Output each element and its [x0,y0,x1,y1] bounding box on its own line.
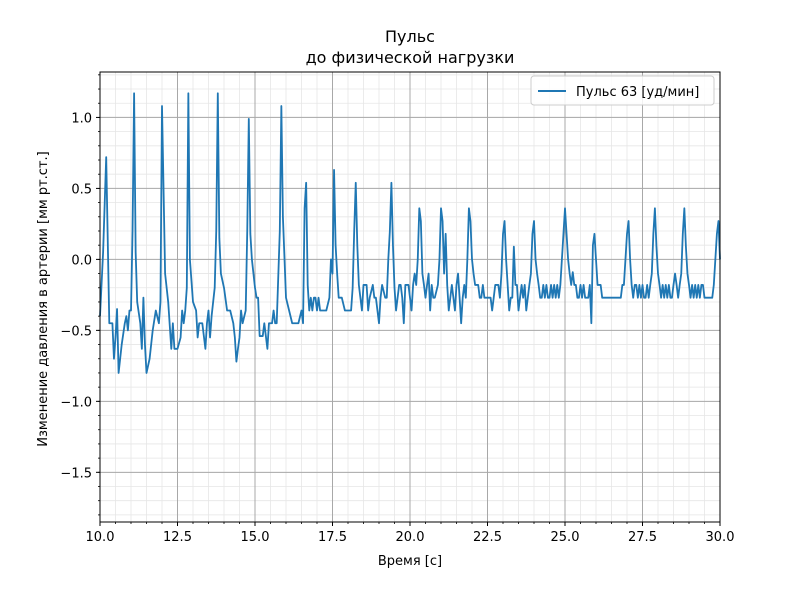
y-tick-label: 0.5 [71,182,92,197]
x-tick-label: 15.0 [241,530,270,545]
legend: Пульс 63 [уд/мин] [530,75,715,106]
x-tick-label: 12.5 [163,530,192,545]
chart-title: Пульс [385,27,435,46]
x-tick-label: 20.0 [396,530,425,545]
x-tick-label: 22.5 [473,530,502,545]
legend-box [530,75,715,106]
y-tick-label: −1.5 [60,466,92,481]
y-axis-ticks: −1.5 −1.0 −0.5 0.0 0.5 1.0 [60,74,100,516]
y-tick-label: −1.0 [60,395,92,410]
x-axis-ticks: 10.0 12.5 15.0 17.5 20.0 22.5 25.0 27.5 30.0 [86,522,735,545]
x-tick-label: 10.0 [86,530,115,545]
legend-label: Пульс 63 [уд/мин] [576,85,699,100]
x-axis-label: Время [с] [378,554,442,569]
y-tick-label: −0.5 [60,324,92,339]
y-axis-label: Изменение давления в артерии [мм рт.ст.] [36,151,51,446]
x-tick-label: 30.0 [706,530,735,545]
y-tick-label: 0.0 [71,253,92,268]
x-tick-label: 27.5 [628,530,657,545]
series-layer [99,92,721,374]
x-tick-label: 17.5 [318,530,347,545]
chart-subtitle: до физической нагрузки [306,48,515,67]
x-tick-label: 25.0 [551,530,580,545]
y-tick-label: 1.0 [71,111,92,126]
series-line-0 [99,92,721,374]
